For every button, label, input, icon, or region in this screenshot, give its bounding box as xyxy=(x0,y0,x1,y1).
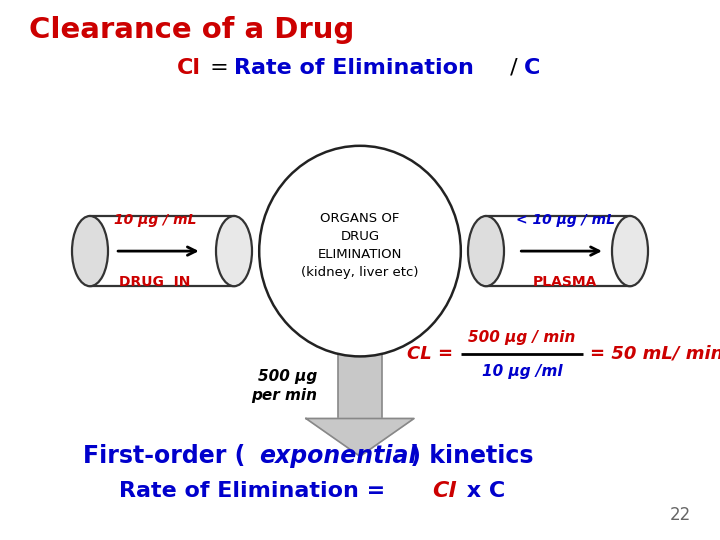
Polygon shape xyxy=(306,418,414,456)
Text: 10 μg / mL: 10 μg / mL xyxy=(114,213,196,227)
Bar xyxy=(90,216,234,286)
Text: Rate of Elimination: Rate of Elimination xyxy=(234,57,474,78)
Text: Rate of Elimination =: Rate of Elimination = xyxy=(119,481,393,502)
Text: Clearance of a Drug: Clearance of a Drug xyxy=(29,16,354,44)
Text: PLASMA: PLASMA xyxy=(533,275,598,289)
Text: =: = xyxy=(203,57,236,78)
Text: ORGANS OF
DRUG
ELIMINATION
(kidney, liver etc): ORGANS OF DRUG ELIMINATION (kidney, live… xyxy=(301,212,419,279)
Text: 10 μg /ml: 10 μg /ml xyxy=(482,364,562,379)
Bar xyxy=(486,216,630,286)
Text: C: C xyxy=(524,57,541,78)
Text: exponential: exponential xyxy=(259,444,417,468)
Text: = 50 mL/ min: = 50 mL/ min xyxy=(590,345,720,363)
Bar xyxy=(338,354,382,418)
Text: Cl: Cl xyxy=(176,57,200,78)
Text: x C: x C xyxy=(459,481,505,502)
Text: < 10 μg / mL: < 10 μg / mL xyxy=(516,213,615,227)
Text: First-order (: First-order ( xyxy=(83,444,246,468)
Text: 500 μg / min: 500 μg / min xyxy=(468,330,576,345)
Text: 22: 22 xyxy=(670,506,691,524)
Text: CL =: CL = xyxy=(407,345,453,363)
Text: 500 μg
per min: 500 μg per min xyxy=(251,369,317,403)
Ellipse shape xyxy=(468,216,504,286)
Ellipse shape xyxy=(259,146,461,356)
Text: /: / xyxy=(503,57,524,78)
Ellipse shape xyxy=(216,216,252,286)
Text: ) kinetics: ) kinetics xyxy=(402,444,534,468)
Ellipse shape xyxy=(612,216,648,286)
Text: Cl: Cl xyxy=(432,481,456,502)
Ellipse shape xyxy=(72,216,108,286)
Text: DRUG  IN: DRUG IN xyxy=(119,275,191,289)
